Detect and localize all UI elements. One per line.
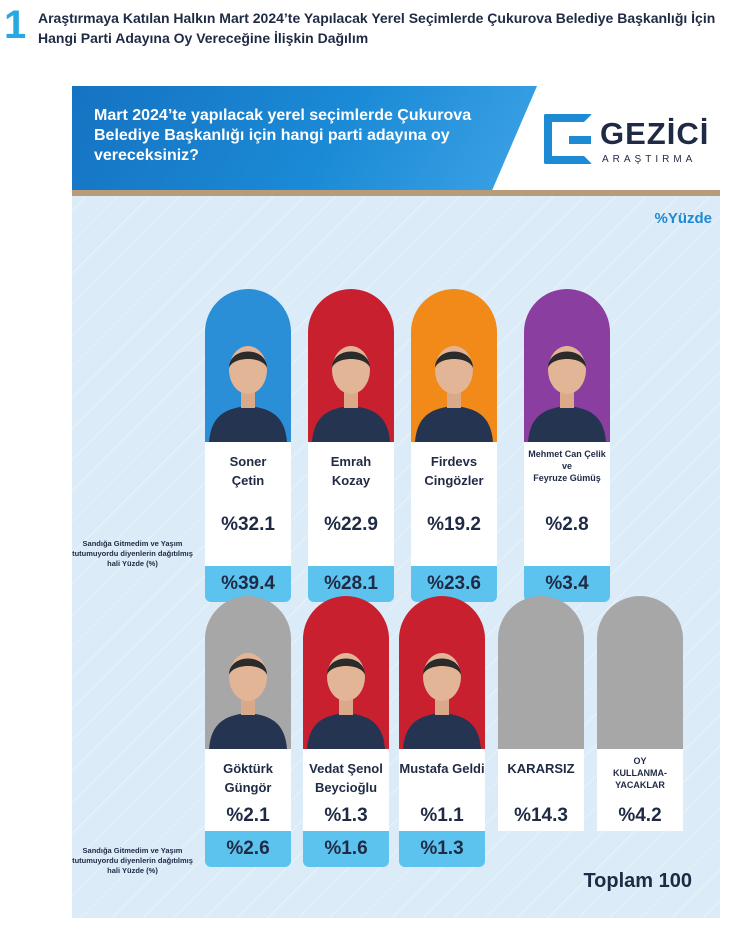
- candidate-value: %32.1: [221, 514, 275, 535]
- candidate-photo-icon: [312, 346, 390, 442]
- candidate-distributed-value: %28.1: [308, 566, 394, 602]
- candidate-card-body: OY KULLANMA- YACAKLAR %4.2: [597, 749, 683, 831]
- candidate-value: %1.3: [324, 805, 368, 826]
- candidate-name-line: Çetin: [231, 473, 265, 488]
- candidate-value: %2.1: [226, 805, 270, 826]
- logo-name: GEZİCİ: [600, 116, 710, 151]
- candidate-card-body: Mehmet Can Çelik ve Feyruze Gümüş %2.8 %3.4: [524, 442, 610, 602]
- candidate-name-line: KULLANMA-: [613, 768, 667, 778]
- candidate-photo-frame: [411, 289, 497, 442]
- candidate-name-line: Güngör: [224, 780, 272, 795]
- candidate-distributed-value: %39.4: [205, 566, 291, 602]
- gezici-logo-bar-icon: [569, 136, 591, 144]
- candidate-card-body: Göktürk Güngör %2.1 %2.6: [205, 749, 291, 867]
- candidate-name: Göktürk Güngör: [205, 759, 291, 797]
- candidate-value: %14.3: [514, 805, 568, 826]
- candidate-distributed-value: %23.6: [411, 566, 497, 602]
- candidate-name-line: Emrah: [330, 454, 372, 469]
- candidate-photo-icon: [307, 653, 385, 749]
- candidate-photo-icon: [528, 346, 606, 442]
- candidate-photo-frame: [308, 289, 394, 442]
- candidate-photo-frame: [205, 596, 291, 749]
- candidate-card-body: Emrah Kozay %22.9 %28.1: [308, 442, 394, 602]
- candidate-name-line: Mehmet Can Çelik: [528, 449, 606, 459]
- candidate-name-line: Feyruze Gümüş: [533, 473, 601, 483]
- total-label: Toplam 100: [583, 870, 692, 892]
- candidate-photo-frame: [524, 289, 610, 442]
- banner-divider: [72, 190, 720, 196]
- gezici-logo-icon: [544, 114, 592, 164]
- candidate-name: Vedat Şenol Beycioğlu: [303, 759, 389, 797]
- candidate-photo-icon: [403, 653, 481, 749]
- candidate-photo-frame: [597, 596, 683, 749]
- note-row-2: Sandığa Gitmedim ve Yaşım tutumuyordu di…: [72, 846, 193, 875]
- figure-title: Araştırmaya Katılan Halkın Mart 2024’te …: [38, 10, 716, 46]
- candidate-name: Firdevs Cingözler: [411, 452, 497, 490]
- candidate-photo-frame: [205, 289, 291, 442]
- figure-number: 1: [4, 3, 27, 47]
- candidate-value: %1.1: [420, 805, 464, 826]
- unit-label: %Yüzde: [654, 210, 712, 227]
- candidate-name-line: Mustafa Geldi: [399, 761, 485, 776]
- candidate-photo-frame: [399, 596, 485, 749]
- candidate-value: %2.8: [545, 514, 589, 535]
- candidate-distributed-value: %1.3: [399, 831, 485, 867]
- candidate-name: Soner Çetin: [205, 452, 291, 490]
- candidate-card-body: Vedat Şenol Beycioğlu %1.3 %1.6: [303, 749, 389, 867]
- candidate-value: %4.2: [618, 805, 662, 826]
- candidate-name-line: KARARSIZ: [507, 761, 575, 776]
- candidate-name-line: Cingözler: [424, 473, 484, 488]
- candidate-name: KARARSIZ: [498, 759, 584, 778]
- candidate-name-line: Kozay: [331, 473, 371, 488]
- candidate-photo-icon: [209, 653, 287, 749]
- survey-question: Mart 2024’te yapılacak yerel seçimlerde …: [94, 107, 472, 164]
- candidate-name: Mustafa Geldi: [399, 759, 485, 778]
- logo-subtitle: ARAŞTIRMA: [602, 154, 697, 165]
- candidate-name: Mehmet Can Çelik ve Feyruze Gümüş: [524, 448, 610, 484]
- candidate-name: Emrah Kozay: [308, 452, 394, 490]
- banner: Mart 2024’te yapılacak yerel seçimlerde …: [72, 86, 720, 196]
- note-row-1: Sandığa Gitmedim ve Yaşım tutumuyordu di…: [72, 539, 193, 568]
- candidate-name: OY KULLANMA- YACAKLAR: [597, 755, 683, 791]
- candidate-card-body: KARARSIZ %14.3: [498, 749, 584, 831]
- candidate-distributed-value: %1.6: [303, 831, 389, 867]
- infographic-panel: Mart 2024’te yapılacak yerel seçimlerde …: [72, 86, 720, 918]
- candidate-card-body: Firdevs Cingözler %19.2 %23.6: [411, 442, 497, 602]
- candidate-name-line: OY: [633, 756, 647, 766]
- candidate-name-line: YACAKLAR: [615, 780, 665, 790]
- banner-background: [72, 86, 537, 194]
- candidate-name-line: Göktürk: [223, 761, 273, 776]
- candidate-name-line: Vedat Şenol: [309, 761, 383, 776]
- candidate-name-line: ve: [561, 461, 572, 471]
- candidate-value: %19.2: [427, 514, 481, 535]
- candidate-name-line: Beycioğlu: [314, 780, 378, 795]
- candidate-name-line: Firdevs: [430, 454, 478, 469]
- candidate-photo-icon: [209, 346, 287, 442]
- candidate-value: %22.9: [324, 514, 378, 535]
- candidate-distributed-value: %2.6: [205, 831, 291, 867]
- candidate-card-body: Soner Çetin %32.1 %39.4: [205, 442, 291, 602]
- candidate-photo-frame: [498, 596, 584, 749]
- candidate-photo-frame: [303, 596, 389, 749]
- candidate-card-body: Mustafa Geldi %1.1 %1.3: [399, 749, 485, 867]
- candidate-photo-icon: [415, 346, 493, 442]
- candidate-name-line: Soner: [229, 454, 267, 469]
